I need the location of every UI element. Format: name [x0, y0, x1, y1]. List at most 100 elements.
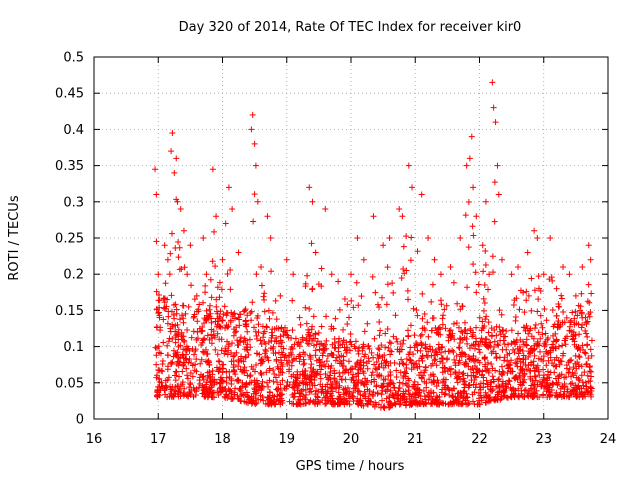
data-point	[413, 361, 420, 368]
data-point	[437, 271, 444, 278]
data-point	[197, 360, 204, 367]
data-point	[586, 368, 593, 375]
data-point	[476, 346, 483, 353]
data-point	[414, 399, 421, 406]
data-point	[212, 263, 219, 270]
data-point	[537, 312, 544, 319]
data-point	[360, 256, 367, 263]
data-point	[566, 357, 573, 364]
data-point	[540, 374, 547, 381]
data-point	[463, 390, 470, 397]
data-point	[585, 242, 592, 249]
data-point	[399, 340, 406, 347]
data-point	[439, 321, 446, 328]
data-point	[569, 309, 576, 316]
data-point	[586, 363, 593, 370]
data-point	[516, 306, 523, 313]
data-point	[490, 269, 497, 276]
data-point	[220, 361, 227, 368]
data-point	[568, 356, 575, 363]
data-point	[155, 309, 162, 316]
data-point	[213, 296, 220, 303]
data-point	[482, 342, 489, 349]
data-point	[327, 369, 334, 376]
data-point	[496, 376, 503, 383]
data-point	[225, 184, 232, 191]
data-point	[489, 373, 496, 380]
data-point	[387, 360, 394, 367]
data-point	[172, 339, 179, 346]
data-point	[455, 398, 462, 405]
data-point	[286, 368, 293, 375]
data-point	[170, 393, 177, 400]
data-point	[485, 339, 492, 346]
data-point	[387, 351, 394, 358]
data-point	[222, 220, 229, 227]
data-point	[348, 341, 355, 348]
data-point	[265, 357, 272, 364]
data-point	[473, 338, 480, 345]
data-point	[456, 357, 463, 364]
data-point	[374, 301, 381, 308]
data-point	[529, 377, 536, 384]
data-point	[365, 398, 372, 405]
data-point	[406, 377, 413, 384]
data-point	[464, 284, 471, 291]
data-point	[582, 350, 589, 357]
data-point	[525, 330, 532, 337]
data-point	[324, 381, 331, 388]
data-point	[217, 365, 224, 372]
data-point	[164, 342, 171, 349]
data-point	[524, 249, 531, 256]
data-point	[428, 379, 435, 386]
data-point	[153, 361, 160, 368]
x-tick-label: 17	[150, 432, 167, 447]
data-point	[463, 162, 470, 169]
data-point	[310, 342, 317, 349]
data-point	[161, 242, 168, 249]
data-point	[551, 321, 558, 328]
data-point	[217, 324, 224, 331]
data-point	[384, 281, 391, 288]
data-point	[222, 394, 229, 401]
data-point	[510, 338, 517, 345]
data-point	[342, 376, 349, 383]
data-point	[575, 383, 582, 390]
data-point	[371, 335, 378, 342]
data-point	[399, 380, 406, 387]
data-point	[215, 318, 222, 325]
data-point	[338, 398, 345, 405]
data-point	[544, 377, 551, 384]
data-point	[423, 345, 430, 352]
data-point	[454, 300, 461, 307]
data-point	[183, 392, 190, 399]
data-point	[528, 307, 535, 314]
data-point	[215, 368, 222, 375]
data-point	[584, 372, 591, 379]
data-point	[234, 376, 241, 383]
data-point	[392, 312, 399, 319]
data-point	[266, 389, 273, 396]
data-point	[449, 330, 456, 337]
data-point	[345, 358, 352, 365]
data-point	[297, 321, 304, 328]
data-point	[472, 356, 479, 363]
data-point	[429, 315, 436, 322]
data-point	[489, 253, 496, 260]
data-point	[479, 242, 486, 249]
data-point	[462, 351, 469, 358]
data-point	[156, 292, 163, 299]
data-point	[521, 376, 528, 383]
data-point	[508, 327, 515, 334]
data-point	[221, 303, 228, 310]
data-point	[549, 344, 556, 351]
data-point	[269, 345, 276, 352]
data-point	[473, 213, 480, 220]
data-point	[472, 269, 479, 276]
data-point	[208, 384, 215, 391]
data-point	[169, 336, 176, 343]
data-point	[368, 349, 375, 356]
data-point	[451, 356, 458, 363]
data-point	[469, 223, 476, 230]
data-point	[217, 308, 224, 315]
